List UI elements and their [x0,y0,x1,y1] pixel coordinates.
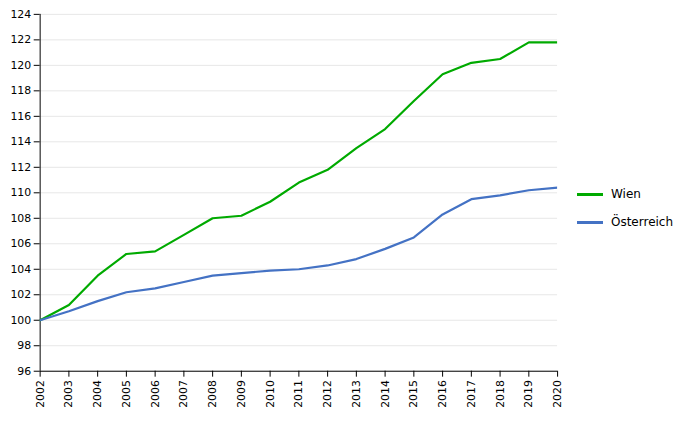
svg-text:2010: 2010 [264,380,277,408]
svg-text:116: 116 [10,110,31,123]
svg-text:122: 122 [10,33,31,46]
svg-text:2015: 2015 [407,380,420,408]
html-text:Wien: Wien [611,187,641,202]
svg-text:2009: 2009 [235,380,248,408]
svg-text:114: 114 [10,135,31,148]
svg-text:2014: 2014 [379,380,392,408]
svg-text:2008: 2008 [206,380,219,408]
svg-text:112: 112 [10,161,31,174]
svg-text:108: 108 [10,212,31,225]
svg-text:96: 96 [17,365,31,378]
svg-text:2002: 2002 [34,380,47,408]
svg-text:2016: 2016 [436,380,449,408]
svg-text:2018: 2018 [494,380,507,408]
svg-text:118: 118 [10,84,31,97]
svg-text:98: 98 [17,339,31,352]
svg-text:2003: 2003 [62,380,75,408]
svg-text:104: 104 [10,263,31,276]
svg-text:2006: 2006 [149,380,162,408]
svg-text:120: 120 [10,59,31,72]
svg-text:2019: 2019 [522,380,535,408]
svg-text:2007: 2007 [177,380,190,408]
svg-text:2011: 2011 [292,380,305,408]
svg-text:2013: 2013 [350,380,363,408]
svg-text:102: 102 [10,288,31,301]
svg-text:100: 100 [10,314,31,327]
svg-text:106: 106 [10,237,31,250]
svg-text:110: 110 [10,186,31,199]
html-text:Österreich: Österreich [611,215,674,230]
svg-text:124: 124 [10,8,31,21]
svg-text:2005: 2005 [120,380,133,408]
svg-text:2017: 2017 [465,380,478,408]
svg-text:2012: 2012 [321,380,334,408]
svg-text:2004: 2004 [91,380,104,408]
svg-text:2020: 2020 [551,380,564,408]
